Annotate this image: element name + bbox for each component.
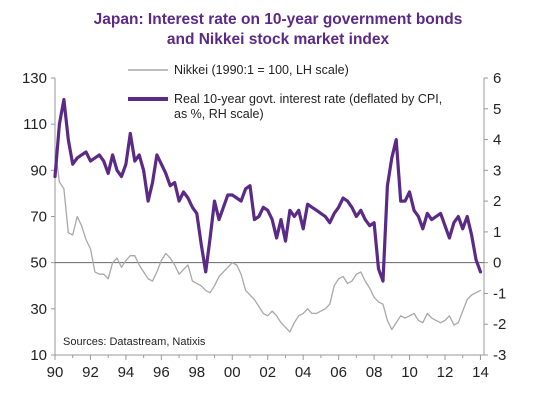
right-tick-label: 0 [493,255,501,272]
x-tick-label: 92 [82,364,99,381]
left-tick-label: 110 [23,116,47,133]
x-tick-label: 00 [224,364,241,381]
source-note: Sources: Datastream, Natixis [63,336,206,348]
right-tick-label: 2 [493,193,501,210]
nikkei-line [54,146,482,333]
series-layer [53,97,483,333]
left-tick-label: 130 [22,70,47,87]
left-tick-label: 90 [30,162,47,179]
right-tick-label: -3 [493,347,506,364]
x-tick-label: 96 [153,364,170,381]
x-tick-label: 14 [472,364,489,381]
x-tick-label: 94 [118,364,135,381]
x-tick-label: 10 [401,364,418,381]
real-rate-line [53,97,483,283]
x-tick-label: 12 [437,364,454,381]
left-tick-label: 10 [30,347,47,364]
right-tick-label: 3 [493,162,501,179]
x-tick-label: 08 [366,364,383,381]
right-tick-label: 6 [493,70,501,87]
x-tick-label: 04 [295,364,312,381]
legend-label-real-rate: Real 10-year govt. interest rate (deflat… [174,92,442,121]
chart-title: Japan: Interest rate on 10-year governme… [94,11,463,28]
left-tick-label: 70 [30,209,47,226]
right-tick-label: -1 [493,285,506,302]
right-tick-label: 1 [493,224,501,241]
legend: Nikkei (1990:1 = 100, LH scale) Real 10-… [128,63,442,121]
left-tick-label: 50 [30,255,47,272]
right-tick-label: 4 [493,132,501,149]
legend-label-nikkei: Nikkei (1990:1 = 100, LH scale) [174,63,349,77]
x-tick-label: 06 [330,364,347,381]
legend-label-real-rate-line1: Real 10-year govt. interest rate (deflat… [174,92,442,106]
axes [51,77,488,360]
legend-label-real-rate-line2: as %, RH scale) [174,107,264,121]
right-tick-label: -2 [493,316,506,333]
chart-subtitle: and Nikkei stock market index [167,31,390,48]
x-tick-label: 90 [47,364,64,381]
left-tick-label: 30 [30,301,47,318]
x-tick-label: 98 [188,364,205,381]
right-tick-label: 5 [493,101,501,118]
x-tick-label: 02 [259,364,276,381]
